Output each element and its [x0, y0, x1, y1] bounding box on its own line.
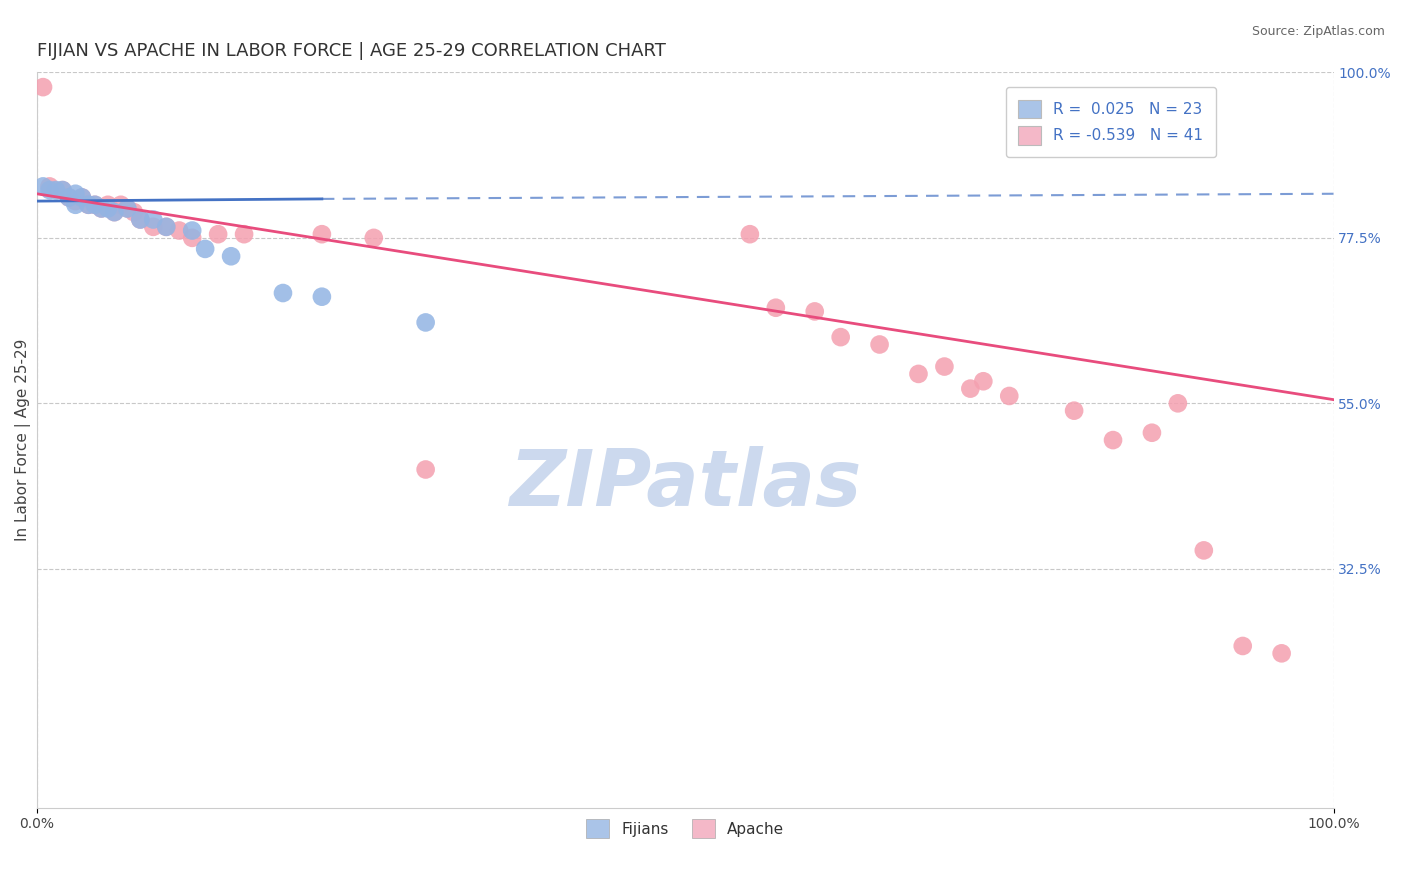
Point — [51, 183, 73, 197]
Point — [167, 223, 190, 237]
Point — [110, 198, 132, 212]
Point — [70, 190, 93, 204]
Point — [1271, 646, 1294, 660]
Point — [803, 304, 825, 318]
Point — [58, 190, 80, 204]
Point — [65, 186, 87, 201]
Point — [1167, 396, 1189, 410]
Point — [97, 202, 120, 216]
Point — [77, 198, 100, 212]
Point — [90, 202, 112, 216]
Point — [1102, 433, 1125, 447]
Point — [117, 202, 139, 216]
Point — [1232, 639, 1254, 653]
Point — [90, 202, 112, 216]
Point — [103, 205, 125, 219]
Point — [142, 219, 165, 234]
Point — [65, 198, 87, 212]
Point — [415, 462, 437, 476]
Point — [869, 337, 891, 351]
Point — [129, 212, 152, 227]
Point — [738, 227, 761, 242]
Point — [1063, 403, 1085, 417]
Point — [830, 330, 852, 344]
Point — [129, 212, 152, 227]
Point — [181, 231, 204, 245]
Point — [45, 183, 67, 197]
Point — [181, 223, 204, 237]
Point — [219, 249, 242, 263]
Point — [311, 290, 333, 304]
Point — [972, 374, 994, 388]
Point — [65, 194, 87, 208]
Point — [58, 190, 80, 204]
Point — [998, 389, 1021, 403]
Point — [97, 198, 120, 212]
Point — [363, 231, 385, 245]
Point — [934, 359, 956, 374]
Text: Source: ZipAtlas.com: Source: ZipAtlas.com — [1251, 25, 1385, 38]
Point — [70, 190, 93, 204]
Point — [194, 242, 217, 256]
Text: ZIPatlas: ZIPatlas — [509, 446, 860, 522]
Legend: Fijians, Apache: Fijians, Apache — [581, 814, 790, 844]
Point — [122, 205, 145, 219]
Point — [1192, 543, 1215, 558]
Point — [103, 205, 125, 219]
Point — [117, 202, 139, 216]
Point — [84, 198, 107, 212]
Point — [142, 212, 165, 227]
Y-axis label: In Labor Force | Age 25-29: In Labor Force | Age 25-29 — [15, 339, 31, 541]
Point — [907, 367, 929, 381]
Point — [51, 183, 73, 197]
Point — [32, 179, 55, 194]
Point — [1140, 425, 1163, 440]
Point — [84, 198, 107, 212]
Point — [155, 219, 177, 234]
Point — [415, 315, 437, 329]
Point — [207, 227, 229, 242]
Point — [765, 301, 787, 315]
Point — [959, 382, 981, 396]
Point — [311, 227, 333, 242]
Point — [155, 219, 177, 234]
Point — [77, 198, 100, 212]
Point — [38, 179, 60, 194]
Point — [233, 227, 256, 242]
Point — [38, 183, 60, 197]
Point — [32, 80, 55, 95]
Text: FIJIAN VS APACHE IN LABOR FORCE | AGE 25-29 CORRELATION CHART: FIJIAN VS APACHE IN LABOR FORCE | AGE 25… — [37, 42, 665, 60]
Point — [271, 286, 294, 301]
